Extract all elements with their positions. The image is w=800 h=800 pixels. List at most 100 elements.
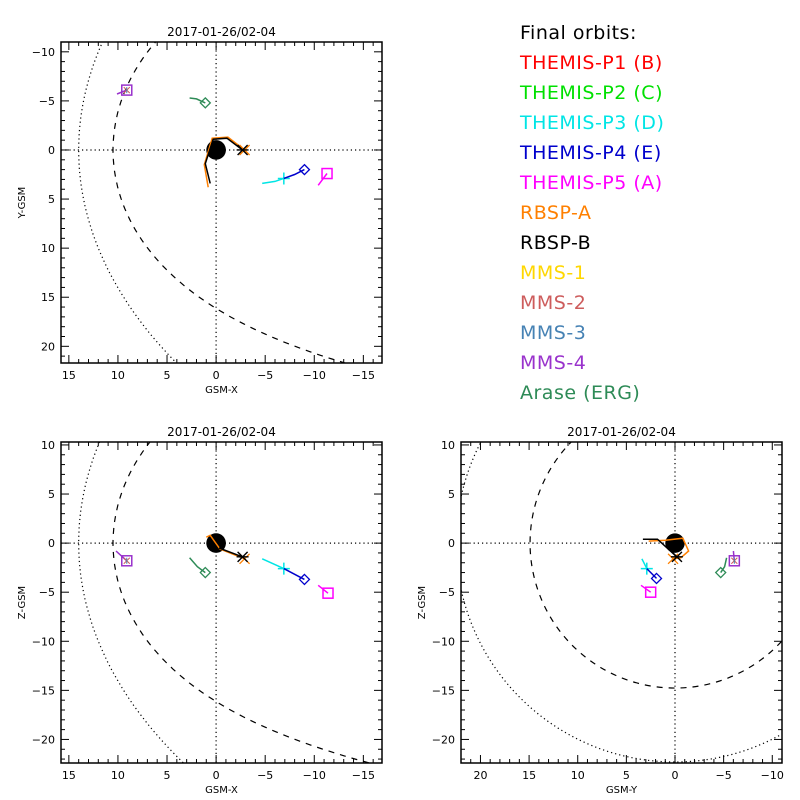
track-mms-marker (121, 555, 133, 567)
y-tick-label: 10 (441, 439, 455, 452)
x-tick-label: 5 (164, 369, 171, 382)
legend-item-themis-p1: THEMIS-P1 (B) (520, 52, 663, 74)
y-tick-label: 5 (448, 488, 455, 501)
track-rbsp-b-marker (670, 551, 683, 563)
x-tick-label: 0 (213, 369, 220, 382)
x-tick-label: 15 (62, 369, 76, 382)
legend-item-themis-p3: THEMIS-P3 (D) (520, 112, 665, 134)
x-tick-label: 5 (623, 769, 630, 782)
track-themis-p4-e-marker (650, 572, 663, 585)
bow-shock-curve (78, 442, 185, 763)
y-tick-label: −20 (432, 733, 455, 746)
plot-frame (460, 441, 783, 764)
y-tick-label: 0 (48, 144, 55, 157)
y-tick-label: −5 (39, 95, 55, 108)
legend-item-themis-p4: THEMIS-P4 (E) (520, 142, 662, 164)
track-arase-erg (720, 557, 728, 574)
legend-item-mms-1: MMS-1 (520, 262, 587, 284)
bow-shock-curve (78, 42, 178, 363)
x-tick-label: −5 (257, 369, 273, 382)
track-themis-p5-a-marker (644, 586, 657, 598)
plot-title: 2017-01-26/02-04 (567, 425, 676, 439)
x-tick-label: 5 (164, 769, 171, 782)
x-tick-label: −5 (257, 769, 273, 782)
x-tick-label: 0 (672, 769, 679, 782)
x-tick-label: 10 (111, 369, 125, 382)
panel-bottom-left: 15 10 5 0 −5 −10 −15 10 5 0 −5 −10 −15 −20 2017-01-26/… (17, 425, 383, 796)
legend-item-mms-2: MMS-2 (520, 292, 587, 314)
x-tick-label: 0 (213, 769, 220, 782)
track-themis-p3-d (261, 558, 285, 570)
y-tick-label: −10 (32, 635, 55, 648)
track-rbsp-b (204, 137, 244, 184)
track-themis-p4-e-marker (298, 573, 311, 586)
track-themis-p4-e (646, 568, 658, 579)
legend-title: Final orbits: (520, 22, 637, 44)
y-tick-label: 10 (41, 439, 55, 452)
plot-title: 2017-01-26/02-04 (167, 425, 276, 439)
plot-frame (60, 41, 383, 364)
track-rbsp-b-marker (236, 144, 249, 156)
y-axis-label: Z-GSM (417, 586, 428, 619)
y-tick-label: −20 (32, 733, 55, 746)
y-tick-label: −15 (32, 684, 55, 697)
track-arase-erg-marker (199, 566, 212, 579)
panel-bottom-right: 20 15 10 5 0 −5 −10 10 5 0 −5 −10 −15 −20 2017-01-26/0… (417, 425, 784, 796)
track-rbsp-b (642, 538, 678, 558)
legend-item-themis-p2: THEMIS-P2 (C) (520, 82, 663, 104)
magnetopause-curve (112, 442, 372, 763)
y-tick-label: −15 (432, 684, 455, 697)
track-arase-erg-marker (199, 96, 212, 109)
y-tick-label: 5 (48, 193, 55, 206)
x-tick-label: −15 (352, 769, 375, 782)
plot-area (461, 442, 782, 763)
track-mms-marker (121, 84, 133, 96)
y-tick-label: 5 (48, 488, 55, 501)
x-axis-label: GSM-Y (606, 785, 638, 796)
y-tick-label: −5 (439, 586, 455, 599)
x-tick-label: 20 (473, 769, 487, 782)
x-tick-label: 10 (571, 769, 585, 782)
y-tick-label: −10 (32, 46, 55, 59)
track-mms-marker (728, 555, 741, 567)
y-tick-label: 0 (448, 537, 455, 550)
magnetopause-curve (112, 42, 348, 363)
y-tick-label: 0 (48, 537, 55, 550)
legend-item-mms-3: MMS-3 (520, 322, 587, 344)
x-tick-label: 10 (111, 769, 125, 782)
x-tick-label: 15 (522, 769, 536, 782)
track-themis-p5-a-marker (322, 587, 334, 599)
x-tick-label: −10 (303, 369, 326, 382)
y-tick-label: 20 (41, 340, 55, 353)
track-rbsp-b-marker (236, 551, 249, 563)
plot-frame (60, 441, 383, 764)
track-themis-p4-e-marker (298, 163, 311, 176)
x-tick-label: −15 (352, 369, 375, 382)
x-tick-label: −5 (716, 769, 732, 782)
legend-item-arase: Arase (ERG) (520, 382, 641, 404)
x-axis-label: GSM-X (205, 385, 238, 396)
legend: Final orbits: THEMIS-P1 (B) THEMIS-P2 (C… (520, 18, 664, 408)
track-themis-p3-d (262, 177, 285, 185)
y-tick-label: 10 (41, 242, 55, 255)
track-arase-erg-marker (714, 566, 727, 579)
legend-item-themis-p5: THEMIS-P5 (A) (520, 172, 663, 194)
legend-item-rbsp-b: RBSP-B (520, 232, 592, 254)
panel-top-left: 15 10 5 0 −5 −10 −15 −10 −5 0 5 10 15 20 2017-01-26/02… (17, 25, 383, 396)
track-rbsp-a (648, 537, 690, 560)
y-tick-label: 15 (41, 291, 55, 304)
track-rbsp-b (218, 547, 243, 558)
plot-area (61, 42, 382, 363)
x-tick-label: −10 (303, 769, 326, 782)
plot-area (61, 442, 382, 763)
y-tick-label: −5 (39, 586, 55, 599)
y-tick-label: −10 (432, 635, 455, 648)
x-tick-label: 15 (62, 769, 76, 782)
legend-item-rbsp-a: RBSP-A (520, 202, 592, 224)
y-axis-label: Y-GSM (17, 187, 28, 220)
plot-title: 2017-01-26/02-04 (167, 25, 276, 39)
x-tick-label: −10 (761, 769, 784, 782)
track-rbsp-a (203, 136, 246, 188)
track-rbsp-a (205, 534, 245, 560)
